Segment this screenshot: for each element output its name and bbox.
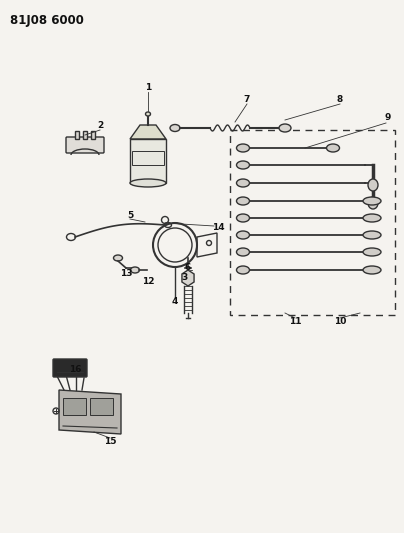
Ellipse shape	[236, 214, 250, 222]
Bar	[63, 398, 86, 415]
Ellipse shape	[363, 231, 381, 239]
Ellipse shape	[236, 144, 250, 152]
Ellipse shape	[130, 179, 166, 187]
Ellipse shape	[326, 144, 339, 152]
Ellipse shape	[363, 266, 381, 274]
Polygon shape	[182, 270, 194, 286]
Ellipse shape	[368, 197, 378, 209]
Text: 2: 2	[97, 122, 103, 131]
Ellipse shape	[130, 267, 139, 273]
Polygon shape	[130, 139, 166, 183]
Ellipse shape	[363, 214, 381, 222]
Text: 12: 12	[142, 278, 154, 287]
Ellipse shape	[279, 124, 291, 132]
Text: 14: 14	[212, 223, 224, 232]
Bar	[75, 131, 79, 139]
Bar	[90, 398, 113, 415]
Ellipse shape	[368, 179, 378, 191]
Ellipse shape	[114, 255, 122, 261]
Ellipse shape	[236, 179, 250, 187]
Text: 1: 1	[145, 84, 151, 93]
Ellipse shape	[363, 197, 381, 205]
Text: 13: 13	[120, 269, 132, 278]
Text: 4: 4	[172, 297, 178, 306]
Polygon shape	[59, 390, 121, 434]
Text: 16: 16	[69, 366, 81, 375]
FancyBboxPatch shape	[53, 359, 87, 377]
FancyBboxPatch shape	[66, 137, 104, 153]
Text: 6: 6	[185, 263, 191, 272]
Text: 7: 7	[244, 95, 250, 104]
Ellipse shape	[236, 248, 250, 256]
Text: 5: 5	[127, 211, 133, 220]
Bar	[91, 131, 95, 139]
Ellipse shape	[363, 248, 381, 256]
Text: 10: 10	[334, 318, 346, 327]
Text: 15: 15	[104, 438, 116, 447]
Ellipse shape	[236, 231, 250, 239]
Ellipse shape	[236, 161, 250, 169]
Bar	[83, 131, 87, 139]
Polygon shape	[130, 125, 166, 139]
Bar	[230, 130, 395, 315]
Text: 9: 9	[385, 114, 391, 123]
Text: 81J08 6000: 81J08 6000	[10, 14, 84, 27]
Bar	[132, 151, 164, 165]
Ellipse shape	[236, 266, 250, 274]
Text: 11: 11	[289, 318, 301, 327]
Ellipse shape	[145, 112, 151, 116]
Text: 8: 8	[337, 95, 343, 104]
Text: 3: 3	[182, 273, 188, 282]
Ellipse shape	[170, 125, 180, 132]
Ellipse shape	[236, 197, 250, 205]
